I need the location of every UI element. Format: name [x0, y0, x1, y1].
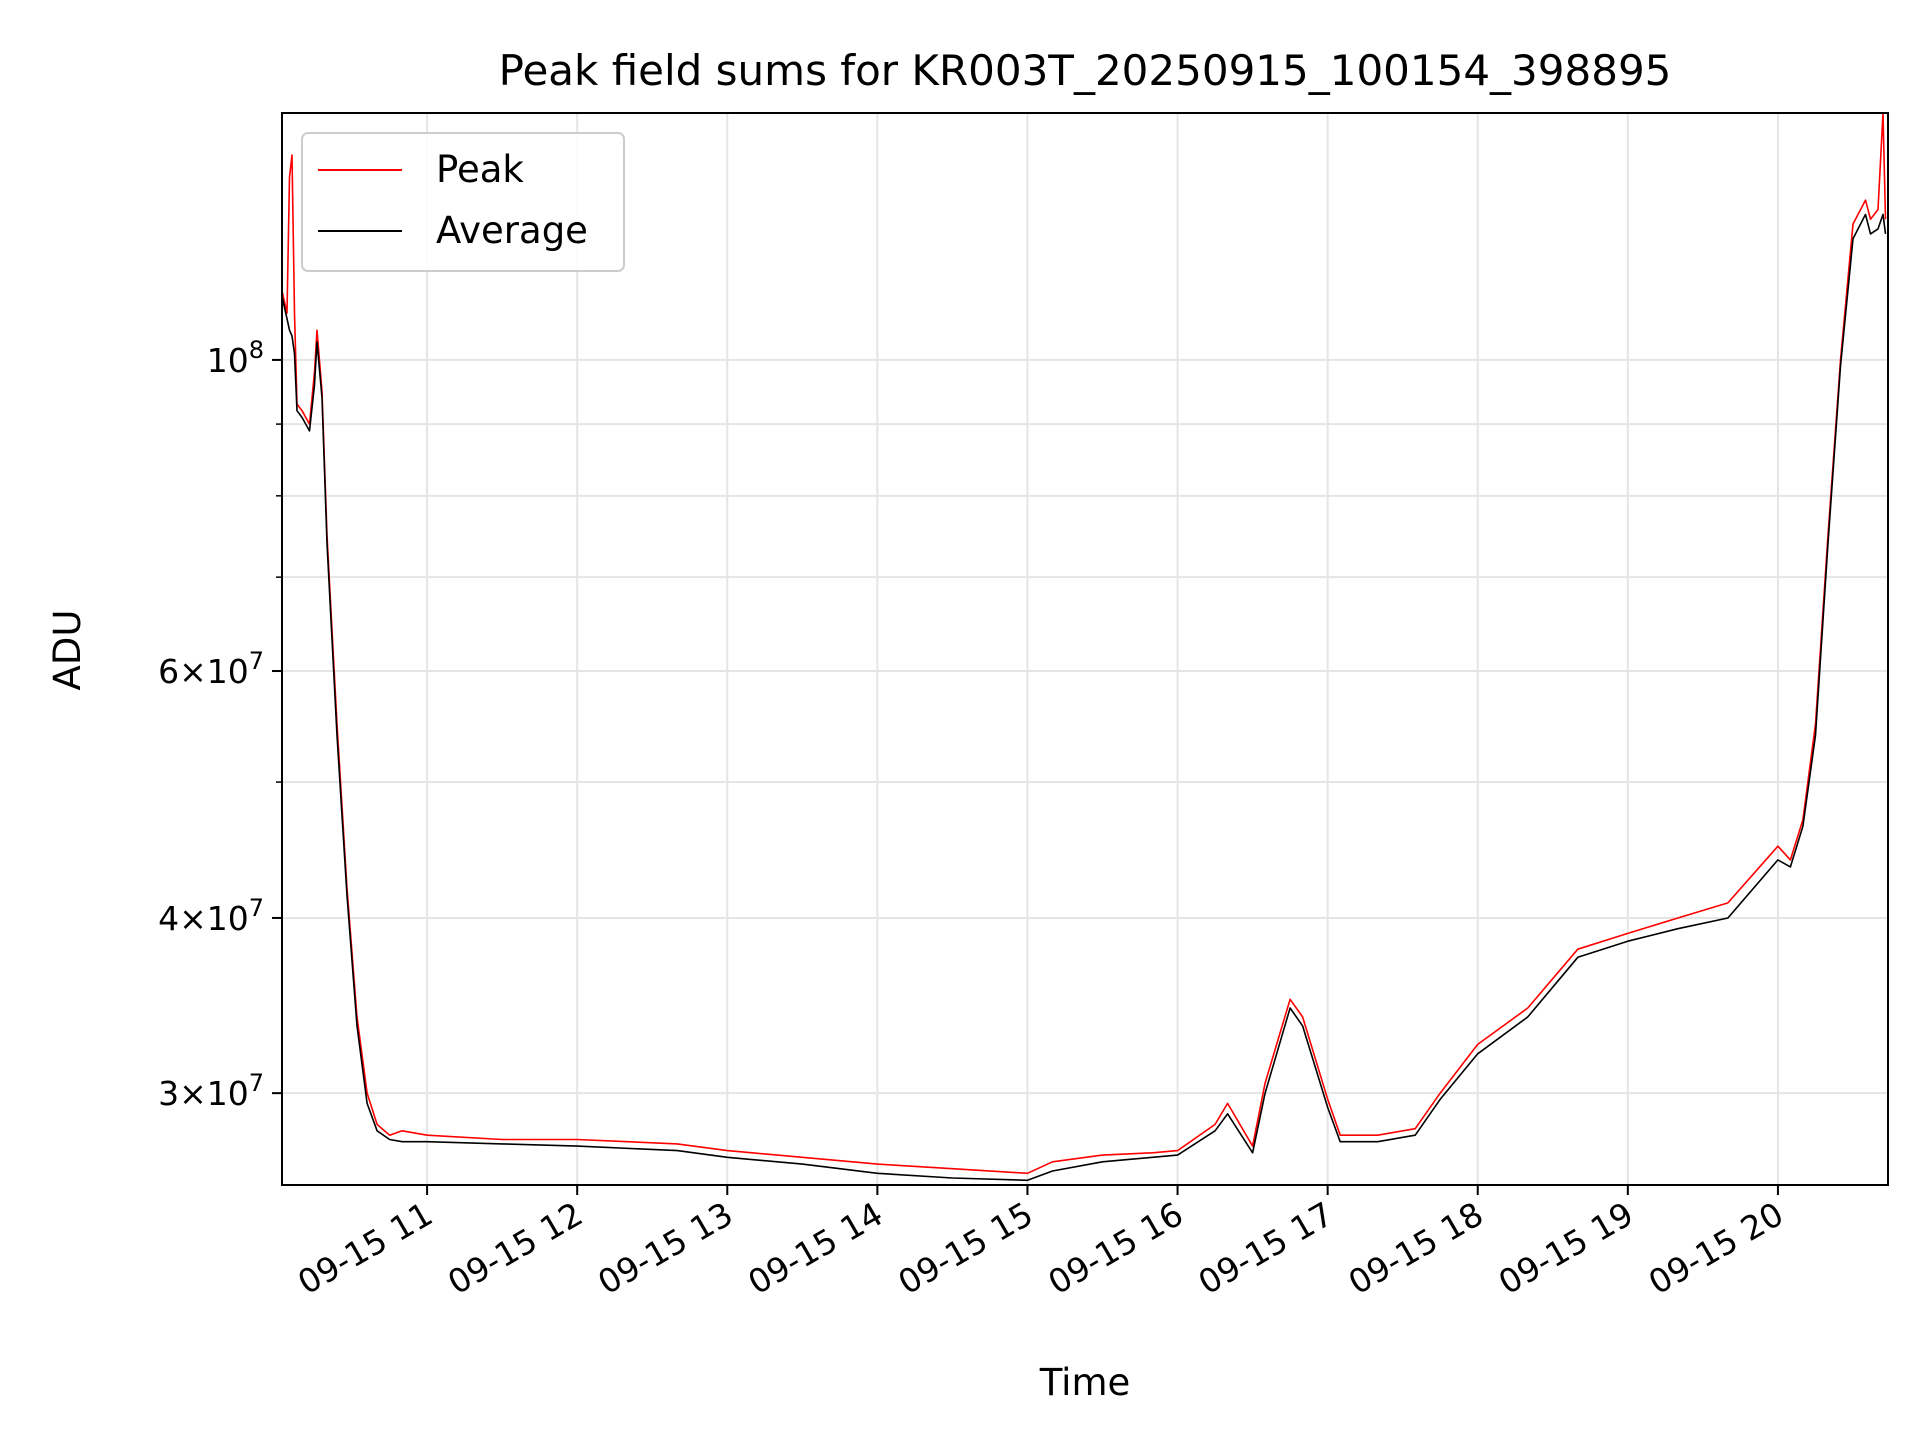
legend: Peak Average [301, 132, 625, 272]
x-tick-label: 09-15 20 [1642, 1194, 1790, 1302]
x-tick-label: 09-15 14 [741, 1194, 889, 1302]
x-tick-label: 09-15 18 [1342, 1194, 1490, 1302]
y-axis-label: ADU [46, 610, 89, 691]
x-tick-label: 09-15 12 [441, 1194, 589, 1302]
x-axis-label: Time [1039, 1361, 1131, 1404]
x-tick-label: 09-15 11 [291, 1194, 439, 1302]
y-tick-label: 4×107 [158, 894, 264, 938]
legend-box [301, 132, 625, 272]
chart-title: Peak field sums for KR003T_20250915_1001… [499, 46, 1672, 95]
plot-background [282, 113, 1888, 1185]
y-tick-label: 6×107 [158, 647, 264, 691]
legend-label-average: Average [436, 209, 588, 252]
x-tick-label: 09-15 19 [1492, 1194, 1640, 1302]
grid [282, 113, 1888, 1185]
x-tick-label: 09-15 15 [891, 1194, 1039, 1302]
series-line-average [281, 213, 1887, 1182]
y-tick-label: 3×107 [158, 1069, 264, 1113]
series-layer [281, 112, 1887, 1182]
plot-frame [281, 112, 1889, 1186]
y-tick-label: 108 [207, 336, 264, 380]
x-tick-label: 09-15 13 [591, 1194, 739, 1302]
x-tick-label: 09-15 16 [1042, 1194, 1190, 1302]
x-tick-label: 09-15 17 [1192, 1194, 1340, 1302]
legend-label-peak: Peak [436, 148, 524, 191]
